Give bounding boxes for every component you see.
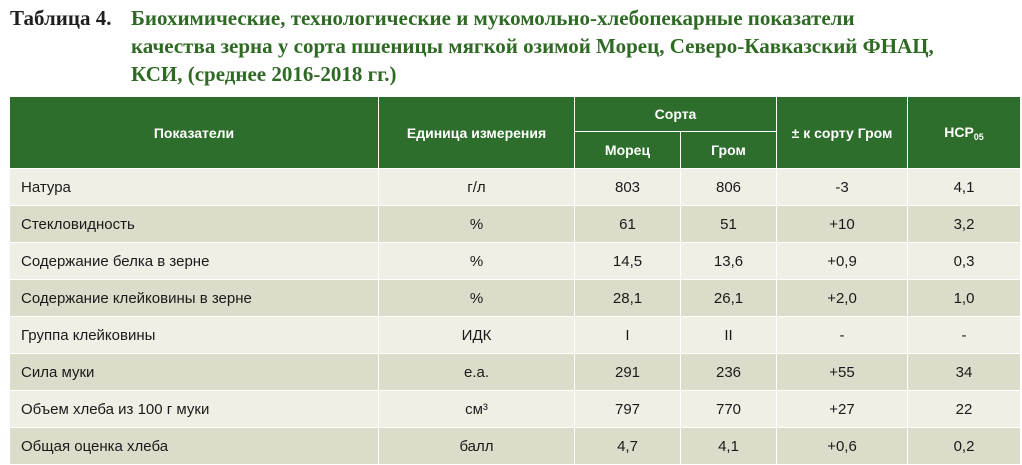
- cell-indicator: Группа клейковины: [9, 316, 379, 354]
- cell-unit: см³: [378, 390, 575, 428]
- cell-diff: +0,9: [776, 242, 909, 280]
- cell-lsd: 34: [907, 353, 1022, 391]
- cell-grom: 236: [679, 353, 778, 391]
- caption-line-2: качества зерна у сорта пшеницы мягкой оз…: [131, 34, 934, 58]
- quality-table: Показатели Единица измерения Сорта ± к с…: [9, 96, 1022, 465]
- cell-morets: 14,5: [574, 242, 681, 280]
- table-row: Содержание белка в зерне % 14,5 13,6 +0,…: [9, 242, 1022, 280]
- table-row: Содержание клейковины в зерне % 28,1 26,…: [9, 279, 1022, 317]
- header-unit: Единица измерения: [378, 96, 575, 169]
- cell-diff: -3: [776, 168, 909, 206]
- table-body: Натура г/л 803 806 -3 4,1 Стекловидность…: [9, 168, 1022, 465]
- cell-morets: 291: [574, 353, 681, 391]
- cell-unit: балл: [378, 427, 575, 465]
- cell-unit: %: [378, 279, 575, 317]
- cell-grom: 806: [679, 168, 778, 206]
- cell-morets: 797: [574, 390, 681, 428]
- caption-label: Таблица 4.: [10, 6, 112, 30]
- cell-diff: +27: [776, 390, 909, 428]
- cell-indicator: Содержание белка в зерне: [9, 242, 379, 280]
- table-row: Группа клейковины ИДК I II - -: [9, 316, 1022, 354]
- cell-grom: 26,1: [679, 279, 778, 317]
- cell-indicator: Стекловидность: [9, 205, 379, 243]
- cell-indicator: Натура: [9, 168, 379, 206]
- header-variety-morets: Морец: [574, 131, 681, 169]
- header-variety-grom: Гром: [679, 131, 778, 169]
- cell-diff: +55: [776, 353, 909, 391]
- cell-grom: 51: [679, 205, 778, 243]
- cell-grom: 4,1: [679, 427, 778, 465]
- cell-morets: 61: [574, 205, 681, 243]
- cell-unit: е.а.: [378, 353, 575, 391]
- cell-morets: 28,1: [574, 279, 681, 317]
- header-lsd: НСР05: [907, 96, 1022, 169]
- cell-grom: 13,6: [679, 242, 778, 280]
- cell-indicator: Объем хлеба из 100 г муки: [9, 390, 379, 428]
- header-lsd-main: НСР: [944, 123, 974, 140]
- cell-diff: +2,0: [776, 279, 909, 317]
- cell-lsd: 3,2: [907, 205, 1022, 243]
- header-lsd-sub: 05: [973, 131, 984, 142]
- cell-morets: I: [574, 316, 681, 354]
- cell-indicator: Общая оценка хлеба: [9, 427, 379, 465]
- cell-indicator: Содержание клейковины в зерне: [9, 279, 379, 317]
- table-row: Общая оценка хлеба балл 4,7 4,1 +0,6 0,2: [9, 427, 1022, 465]
- cell-unit: %: [378, 205, 575, 243]
- cell-lsd: 22: [907, 390, 1022, 428]
- header-diff: ± к сорту Гром: [776, 96, 909, 169]
- table-row: Объем хлеба из 100 г муки см³ 797 770 +2…: [9, 390, 1022, 428]
- cell-unit: ИДК: [378, 316, 575, 354]
- caption-line-1: Биохимические, технологические и мукомол…: [131, 6, 855, 30]
- cell-unit: %: [378, 242, 575, 280]
- cell-grom: 770: [679, 390, 778, 428]
- cell-lsd: 1,0: [907, 279, 1022, 317]
- cell-lsd: 0,3: [907, 242, 1022, 280]
- cell-lsd: -: [907, 316, 1022, 354]
- cell-morets: 803: [574, 168, 681, 206]
- cell-diff: +0,6: [776, 427, 909, 465]
- header-varieties: Сорта: [573, 96, 778, 132]
- cell-morets: 4,7: [574, 427, 681, 465]
- header-indicator: Показатели: [9, 96, 379, 169]
- cell-lsd: 0,2: [907, 427, 1022, 465]
- cell-lsd: 4,1: [907, 168, 1022, 206]
- cell-indicator: Сила муки: [9, 353, 379, 391]
- table-row: Сила муки е.а. 291 236 +55 34: [9, 353, 1022, 391]
- caption-line-3: КСИ, (среднее 2016-2018 гг.): [131, 62, 397, 86]
- table-header: Показатели Единица измерения Сорта ± к с…: [9, 96, 1022, 169]
- cell-grom: II: [679, 316, 778, 354]
- cell-diff: -: [776, 316, 909, 354]
- cell-diff: +10: [776, 205, 909, 243]
- table-row: Натура г/л 803 806 -3 4,1: [9, 168, 1022, 206]
- cell-unit: г/л: [378, 168, 575, 206]
- table-row: Стекловидность % 61 51 +10 3,2: [9, 205, 1022, 243]
- caption-title: Биохимические, технологические и мукомол…: [131, 4, 1011, 88]
